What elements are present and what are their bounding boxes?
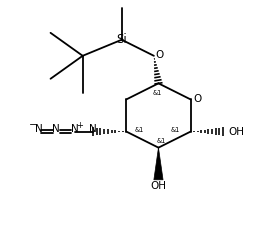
- Text: +: +: [76, 121, 83, 130]
- Text: N: N: [71, 124, 79, 134]
- Text: &1: &1: [153, 90, 162, 96]
- Text: OH: OH: [228, 127, 244, 137]
- Text: N: N: [89, 124, 97, 134]
- Polygon shape: [154, 148, 163, 180]
- Text: OH: OH: [150, 181, 166, 191]
- Text: −: −: [28, 120, 37, 130]
- Text: &1: &1: [156, 138, 165, 144]
- Text: N: N: [52, 124, 60, 134]
- Text: N: N: [35, 124, 43, 134]
- Text: &1: &1: [134, 127, 144, 133]
- Text: O: O: [193, 94, 202, 104]
- Text: O: O: [156, 50, 164, 60]
- Text: &1: &1: [171, 127, 180, 133]
- Text: Si: Si: [116, 33, 127, 46]
